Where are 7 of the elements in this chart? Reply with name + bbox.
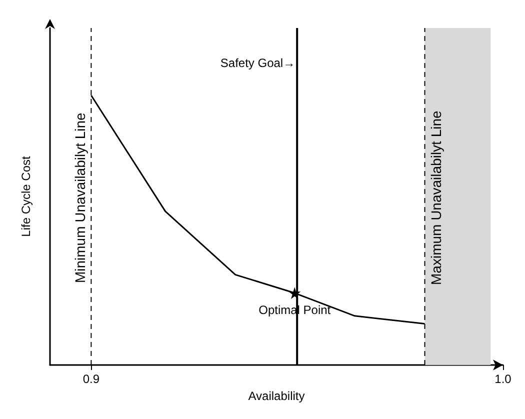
x-axis-title: Availability (248, 388, 305, 403)
ref-line-label: Minimum Unavailabilyt Line (72, 112, 88, 284)
x-tick-label: 1.0 (494, 372, 512, 386)
x-tick-label: 0.9 (82, 372, 100, 386)
ref-line-label: Safety Goal→ (220, 56, 296, 70)
y-axis-title: Life Cycle Cost (19, 155, 33, 237)
ref-line-label: Maximum Unavailabilyt Line (428, 110, 444, 285)
